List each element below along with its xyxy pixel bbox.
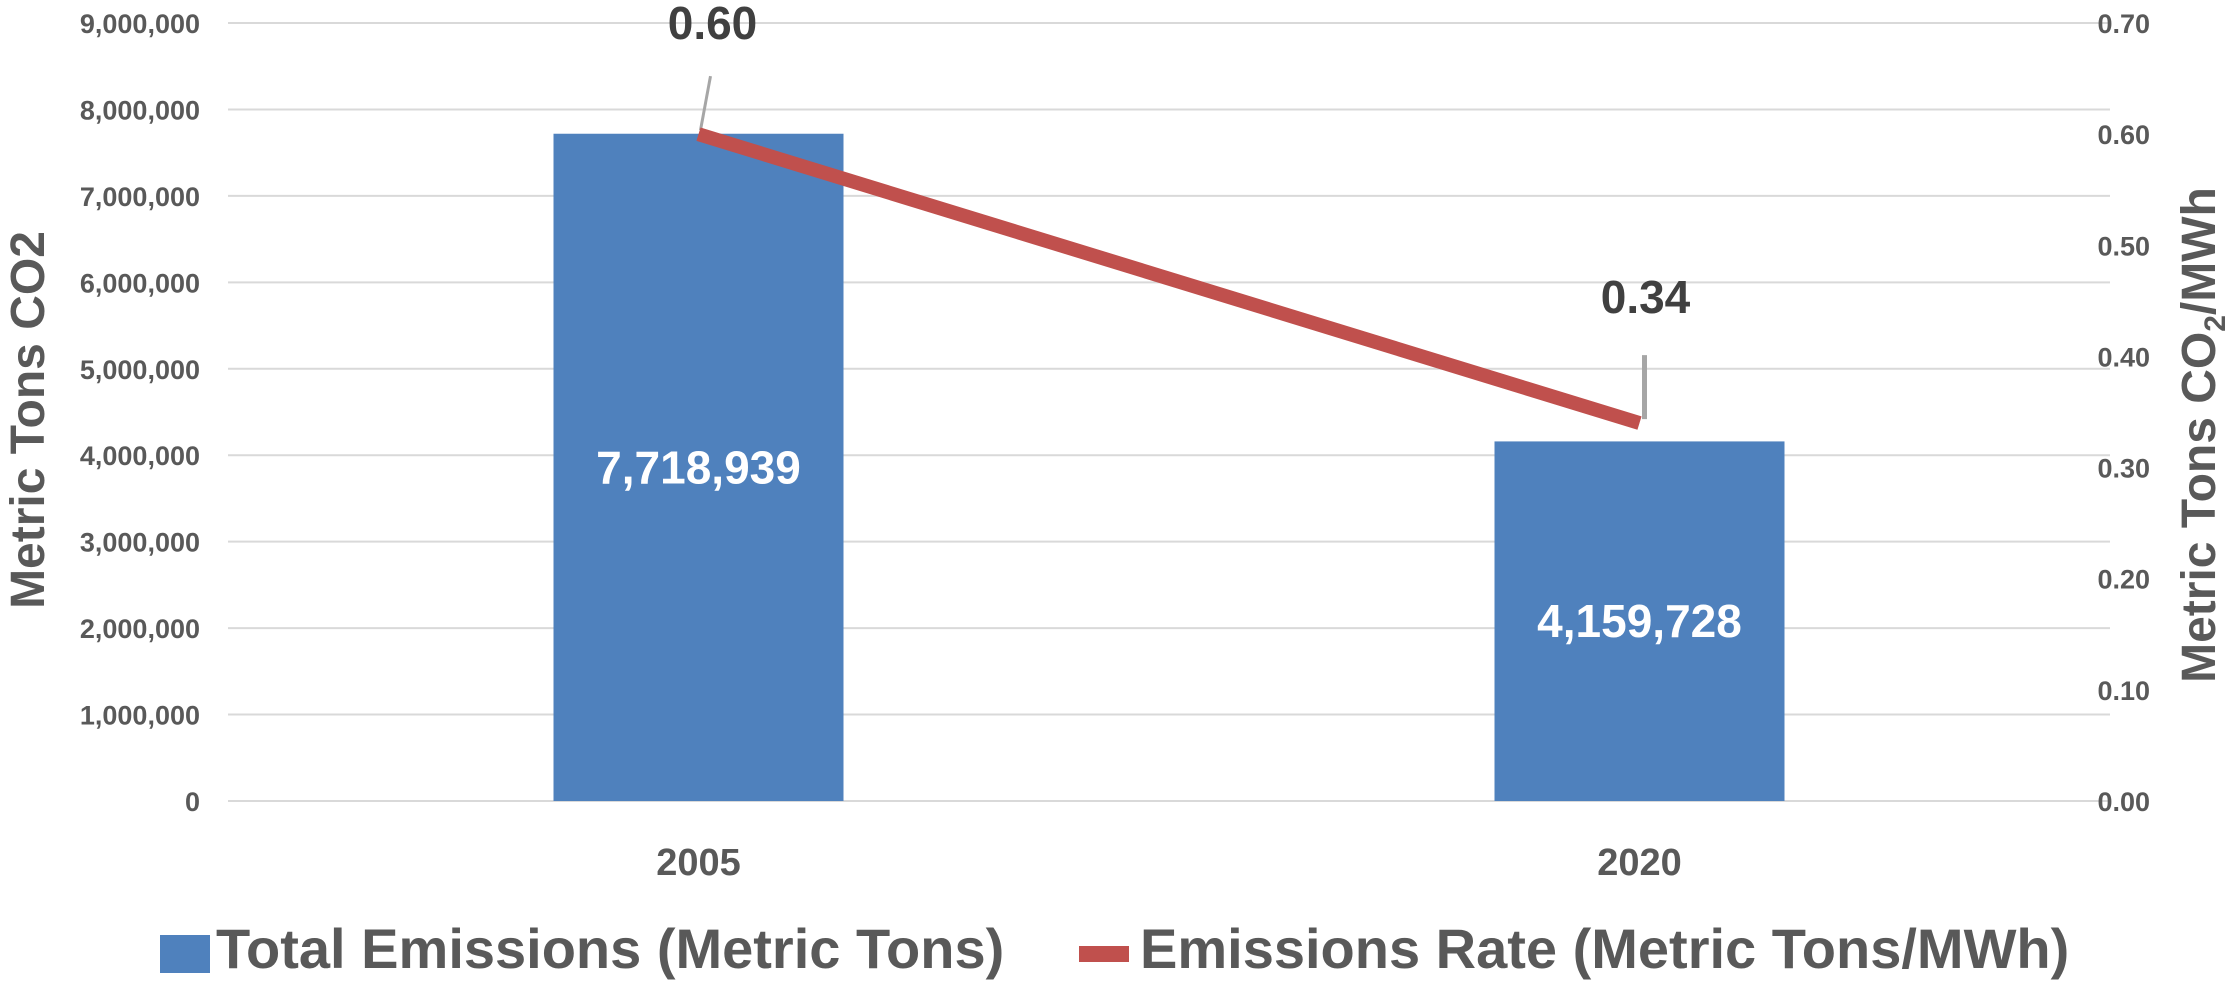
- bar-2005: [553, 133, 844, 801]
- legend-swatch-line: [1079, 946, 1129, 962]
- leader-line: [699, 75, 712, 131]
- y2-axis-title: Metric Tons CO2/MWh: [2173, 187, 2229, 683]
- y2-tick-label: 0.60: [2097, 120, 2150, 150]
- y2-title-prefix: Metric Tons CO: [2173, 332, 2226, 683]
- y2-tick-label: 0.20: [2097, 565, 2150, 595]
- y2-tick-label: 0.50: [2097, 231, 2150, 261]
- y-tick-label: 3,000,000: [80, 528, 200, 558]
- y2-tick-label: 0.70: [2097, 9, 2150, 39]
- legend-swatch-bars: [160, 935, 210, 973]
- y-axis-title: Metric Tons CO2: [2, 231, 55, 609]
- y-tick-label: 5,000,000: [80, 355, 200, 385]
- bar-2020: [1494, 441, 1785, 801]
- bar-value-label: 4,159,728: [1537, 595, 1742, 647]
- y-tick-label: 0: [185, 787, 200, 817]
- y-tick-label: 2,000,000: [80, 614, 200, 644]
- y-axis-ticks: 0 1,000,000 2,000,000 3,000,000 4,000,000 5,0…: [80, 9, 200, 817]
- y2-tick-label: 0.30: [2097, 454, 2150, 484]
- y-tick-label: 8,000,000: [80, 95, 200, 125]
- y-tick-label: 7,000,000: [80, 182, 200, 212]
- leader-lines: [699, 75, 1647, 420]
- y-tick-label: 6,000,000: [80, 268, 200, 298]
- y2-title-suffix: /MWh: [2173, 187, 2226, 315]
- gridlines: [228, 22, 2110, 802]
- y-tick-label: 1,000,000: [80, 701, 200, 731]
- emissions-rate-line: [696, 127, 1642, 430]
- legend-label-line: Emissions Rate (Metric Tons/MWh): [1140, 917, 2069, 980]
- y-tick-label: 9,000,000: [80, 9, 200, 39]
- line-series: [696, 127, 1642, 430]
- y2-tick-label: 0.00: [2097, 787, 2150, 817]
- x-axis-categories: 2005 2020: [656, 842, 1682, 884]
- legend-label-bars: Total Emissions (Metric Tons): [216, 917, 1004, 980]
- data-labels: 7,718,939 4,159,728 0.60 0.34: [596, 0, 1742, 647]
- y2-tick-label: 0.40: [2097, 342, 2150, 372]
- y2-axis-ticks: 0.00 0.10 0.20 0.30 0.40 0.50 0.60 0.70: [2097, 9, 2150, 817]
- x-category-label: 2020: [1597, 842, 1682, 884]
- y-tick-label: 4,000,000: [80, 441, 200, 471]
- y2-title-subscript: 2: [2199, 315, 2229, 332]
- legend: Total Emissions (Metric Tons) Emissions …: [160, 917, 2069, 980]
- line-value-label: 0.34: [1601, 271, 1691, 323]
- line-value-label: 0.60: [668, 0, 758, 49]
- bar-series: [553, 133, 1785, 801]
- y2-tick-label: 0.10: [2097, 676, 2150, 706]
- bar-value-label: 7,718,939: [596, 441, 801, 493]
- x-category-label: 2005: [656, 842, 741, 884]
